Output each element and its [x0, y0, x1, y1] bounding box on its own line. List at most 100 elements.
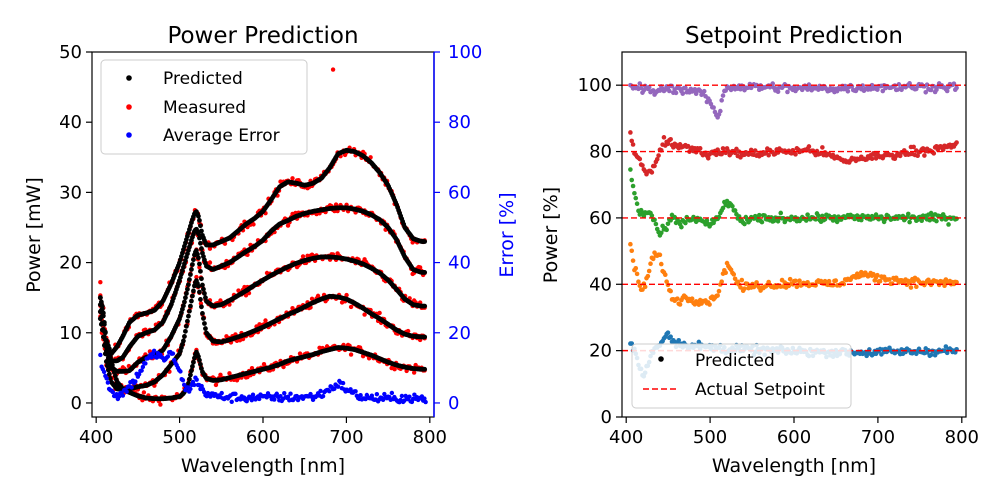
setpoint-60-point — [946, 222, 951, 227]
average-error-point — [191, 382, 197, 388]
average-error-point — [358, 393, 363, 398]
setpoint-60-point — [759, 219, 765, 225]
legend-setpoint-predicted-label: Predicted — [695, 351, 775, 371]
setpoint-100-point — [928, 87, 934, 93]
setpoint-40-point — [716, 288, 722, 294]
measured-point — [377, 310, 382, 316]
predicted-point — [199, 246, 204, 251]
measured-point — [98, 280, 103, 285]
setpoint-60-point — [632, 190, 637, 196]
average-error-point — [407, 394, 412, 399]
predicted-point — [190, 293, 195, 299]
measured-point — [290, 305, 295, 311]
setpoint-60-point — [762, 213, 767, 218]
average-error-point — [98, 352, 103, 358]
measured-point — [362, 312, 367, 317]
predicted-point — [186, 282, 191, 288]
setpoint-80-point — [697, 146, 703, 151]
setpoint-100-point — [667, 88, 672, 94]
predicted-point — [199, 304, 204, 310]
setpoint-60-point — [730, 203, 735, 209]
setpoint-y-tick-label: 80 — [589, 142, 612, 163]
setpoint-40-point — [689, 296, 695, 301]
power-legend: Predicted Measured Average Error — [100, 59, 308, 155]
power-x-axis: 400 500 600 700 800 — [79, 417, 447, 448]
average-error-point — [353, 389, 358, 394]
power-y-tick-label: 0 — [71, 393, 82, 414]
legend-measured-marker — [126, 104, 132, 110]
legend-measured-label: Measured — [163, 98, 246, 118]
measured-point — [309, 296, 315, 302]
average-error-point — [101, 369, 107, 375]
setpoint-80-point — [752, 148, 758, 153]
setpoint-60-point — [665, 221, 671, 227]
setpoint-100-point — [923, 89, 929, 95]
setpoint-80-point — [869, 156, 875, 162]
average-error-point — [143, 361, 148, 366]
setpoint-y-axis-label: Power [%] — [540, 187, 562, 283]
setpoint-80-point — [820, 145, 825, 150]
setpoint-100-point — [775, 89, 781, 94]
predicted-point — [203, 326, 208, 331]
predicted-point — [189, 298, 194, 304]
average-error-point — [318, 388, 323, 394]
setpoint-100-point — [718, 108, 723, 114]
power-y-axis: 0 10 20 30 40 50 — [59, 42, 92, 414]
measured-point — [330, 67, 336, 72]
predicted-point — [422, 239, 428, 244]
error-y-tick-label: 100 — [448, 42, 482, 63]
setpoint-40-point — [646, 268, 652, 274]
average-error-point — [188, 386, 193, 392]
setpoint-100-point — [683, 85, 688, 91]
setpoint-60-point — [683, 220, 688, 226]
setpoint-40-point — [630, 258, 636, 263]
predicted-point — [100, 310, 106, 316]
predicted-point — [200, 310, 205, 316]
setpoint-100-point — [673, 90, 679, 96]
predicted-point — [196, 283, 201, 289]
power-y-tick-label: 50 — [59, 42, 82, 63]
setpoint-40-point — [707, 302, 712, 307]
setpoint-60-point — [720, 205, 726, 211]
average-error-point — [229, 399, 234, 404]
average-error-point — [282, 391, 287, 396]
setpoint-100-point — [719, 98, 724, 103]
setpoint-60-point — [905, 211, 911, 217]
setpoint-100-point — [680, 91, 686, 96]
setpoint-60-point — [634, 201, 640, 207]
average-error-point — [133, 379, 138, 384]
setpoint-y-tick-label: 20 — [589, 341, 612, 362]
measured-point — [297, 351, 303, 356]
predicted-point — [184, 323, 189, 329]
setpoint-20-point — [676, 337, 682, 343]
setpoint-60-point — [633, 195, 639, 201]
measured-point — [197, 265, 202, 270]
legend-average-error-label: Average Error — [163, 126, 280, 146]
setpoint-40-point — [739, 277, 745, 283]
predicted-point — [99, 303, 105, 309]
predicted-point — [188, 303, 193, 309]
power-y-tick-label: 20 — [59, 253, 82, 274]
setpoint-80-point — [922, 153, 927, 158]
setpoint-80-point — [652, 163, 657, 169]
average-error-point — [423, 399, 428, 405]
measured-point — [141, 390, 147, 395]
predicted-point — [185, 318, 190, 324]
setpoint-60-point — [679, 224, 684, 230]
measured-point — [263, 318, 268, 323]
measured-point — [300, 254, 306, 259]
average-error-point — [139, 368, 144, 373]
setpoint-80-point — [806, 144, 812, 149]
power-y-tick-label: 10 — [59, 323, 82, 344]
average-error-point — [116, 394, 122, 399]
predicted-point — [200, 282, 205, 288]
setpoint-40-point — [908, 285, 914, 290]
setpoint-60-point — [805, 212, 810, 217]
predicted-point — [183, 328, 188, 334]
setpoint-20-point — [665, 330, 671, 335]
setpoint-60-point — [629, 177, 635, 183]
setpoint-60-point — [816, 213, 821, 219]
power-plot-area — [97, 67, 428, 407]
setpoint-40-point — [633, 265, 639, 271]
predicted-point — [201, 316, 206, 321]
